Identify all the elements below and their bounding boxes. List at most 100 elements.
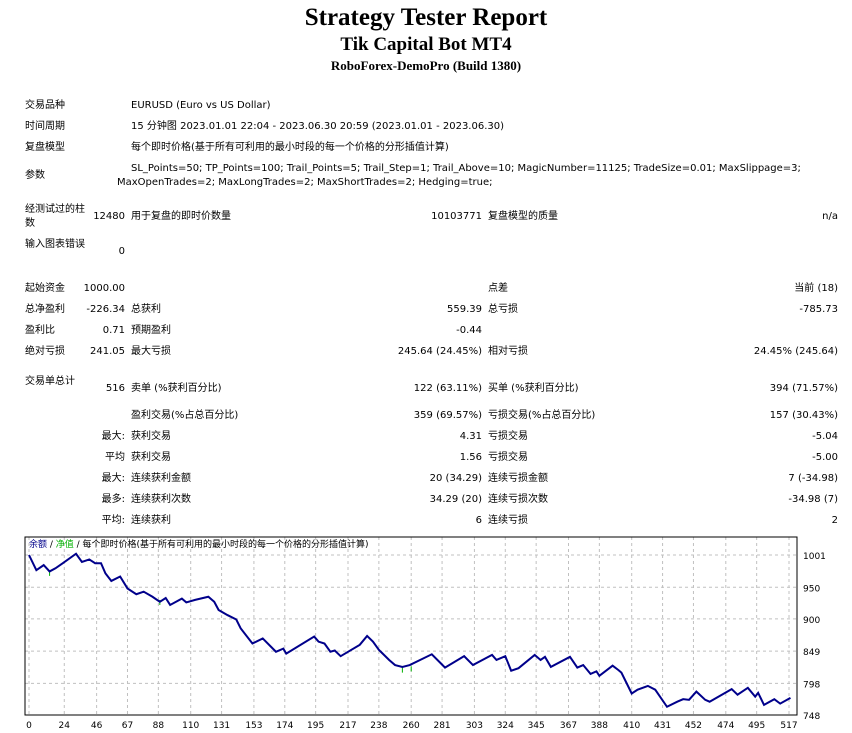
stats-value: 最大:: [101, 431, 125, 442]
stats-value: 359 (69.57%): [413, 410, 482, 421]
stats-value: 4.31: [459, 431, 482, 442]
stats-value: 0.71: [102, 325, 125, 336]
stats-value: -34.98 (7): [788, 494, 838, 505]
info-value: 15 分钟图 2023.01.01 22:04 - 2023.06.30 20:…: [131, 121, 505, 132]
stats-label: 总净盈利: [25, 304, 65, 315]
stats-value: 394 (71.57%): [769, 383, 838, 394]
x-tick-label: 324: [497, 721, 514, 731]
stats-value: 6: [475, 515, 482, 526]
stats-label: 连续获利次数: [131, 494, 191, 505]
stats-value: 34.29 (20): [429, 494, 482, 505]
stats-value: 平均: [105, 452, 125, 463]
stats-value: -0.44: [456, 325, 482, 336]
balance-chart: 0 24 46 67 88 110 131 153 174 195 217 238 260 281 303 3…: [24, 536, 826, 731]
x-tick-label: 367: [560, 721, 577, 731]
stats-value: 20 (34.29): [429, 473, 482, 484]
y-tick-label: 849: [803, 648, 820, 658]
info-label: 复盘模型: [25, 142, 65, 153]
stats-label: 用于复盘的即时价数量: [131, 211, 231, 222]
stats-label: 绝对亏损: [25, 346, 65, 357]
stats-row: 最大: 获利交易 4.31 亏损交易 -5.04: [0, 430, 852, 444]
stats-row: 盈利比 0.71 预期盈利 -0.44: [0, 324, 852, 338]
stats-value: 157 (30.43%): [769, 410, 838, 421]
info-label: 交易品种: [25, 100, 65, 111]
info-value-2: MaxOpenTrades=2; MaxLongTrades=2; MaxSho…: [117, 177, 493, 188]
x-tick-label: 174: [276, 721, 293, 731]
x-tick-label: 131: [213, 721, 230, 731]
info-label: 参数: [25, 170, 45, 181]
stats-value: -5.04: [812, 431, 838, 442]
stats-row: 平均 获利交易 1.56 亏损交易 -5.00: [0, 451, 852, 465]
x-tick-label: 281: [433, 721, 450, 731]
stats-label: 连续获利金额: [131, 473, 191, 484]
x-tick-label: 88: [153, 721, 165, 731]
stats-label: 总亏损: [488, 304, 518, 315]
x-tick-label: 260: [403, 721, 420, 731]
info-value: EURUSD (Euro vs US Dollar): [131, 100, 271, 111]
info-row-params: 参数 SL_Points=50; TP_Points=100; Trail_Po…: [0, 163, 852, 188]
stats-label: 经测试过的柱数: [25, 204, 85, 229]
x-tick-label: 495: [748, 721, 765, 731]
x-tick-label: 67: [122, 721, 133, 731]
stats-label: 亏损交易(%占总百分比): [488, 410, 596, 421]
stats-label: 相对亏损: [488, 346, 528, 357]
info-label: 时间周期: [25, 121, 65, 132]
stats-label: 点差: [488, 283, 508, 294]
x-tick-label: 217: [339, 721, 356, 731]
y-tick-label: 748: [803, 712, 820, 722]
stats-label: 预期盈利: [131, 325, 171, 336]
stats-label: 买单 (%获利百分比): [488, 383, 579, 394]
stats-label: 连续获利: [131, 515, 171, 526]
stats-value: 12480: [93, 211, 125, 222]
stats-value: 24.45% (245.64): [753, 346, 838, 357]
y-tick-label: 798: [803, 680, 820, 690]
stats-row: 总净盈利 -226.34 总获利 559.39 总亏损 -785.73: [0, 303, 852, 317]
stats-value: 559.39: [447, 304, 482, 315]
stats-value: 1000.00: [83, 283, 125, 294]
legend-separator: /: [50, 540, 56, 550]
x-tick-label: 388: [591, 721, 608, 731]
x-tick-label: 238: [370, 721, 387, 731]
report-title: Strategy Tester Report: [304, 4, 548, 31]
stats-label: 连续亏损次数: [488, 494, 548, 505]
x-tick-label: 46: [91, 721, 103, 731]
stats-label: 亏损交易: [488, 452, 528, 463]
stats-row: 经测试过的柱数 12480 用于复盘的即时价数量 10103771 复盘模型的质量 n/a: [0, 204, 852, 229]
stats-label: 获利交易: [131, 431, 171, 442]
stats-label: 交易单总计: [25, 376, 75, 387]
y-tick-label: 1001: [803, 552, 826, 562]
legend-description: / 每个即时价格(基于所有可利用的最小时段的每一个价格的分形插值计算): [77, 538, 369, 550]
info-value: 每个即时价格(基于所有可利用的最小时段的每一个价格的分形插值计算): [131, 142, 449, 153]
stats-label: 盈利交易(%占总百分比): [131, 410, 239, 421]
stats-value: 最多:: [101, 494, 125, 505]
stats-row: 平均: 连续获利 6 连续亏损 2: [0, 514, 852, 528]
stats-label: 输入图表错误: [25, 239, 85, 250]
stats-value: 1.56: [459, 452, 482, 463]
balance-line: [28, 552, 791, 709]
stats-row: 起始资金 1000.00 点差 当前 (18): [0, 282, 852, 296]
stats-row: 最多: 连续获利次数 34.29 (20) 连续亏损次数 -34.98 (7): [0, 493, 852, 507]
x-tick-label: 24: [59, 721, 71, 731]
info-row-period: 时间周期 15 分钟图 2023.01.01 22:04 - 2023.06.3…: [0, 120, 852, 134]
stats-value: 516: [105, 383, 125, 394]
stats-label: 获利交易: [131, 452, 171, 463]
x-tick-label: 0: [26, 721, 32, 731]
stats-row: 盈利交易(%占总百分比) 359 (69.57%) 亏损交易(%占总百分比) 157 …: [0, 409, 852, 423]
stats-label: 盈利比: [25, 325, 55, 336]
legend-balance: 余额: [29, 538, 50, 550]
stats-value: 245.64 (24.45%): [397, 346, 482, 357]
stats-row: 最大: 连续获利金额 20 (34.29) 连续亏损金额 7 (-34.98): [0, 472, 852, 486]
stats-row: 输入图表错误 0: [0, 239, 852, 259]
stats-value: 241.05: [90, 346, 125, 357]
stats-label: 起始资金: [25, 283, 65, 294]
stats-value: -785.73: [799, 304, 838, 315]
legend-equity: 净值: [56, 538, 77, 550]
x-tick-label: 110: [182, 721, 199, 731]
stats-value: 2: [831, 515, 838, 526]
x-tick-label: 153: [245, 721, 262, 731]
y-tick-label: 900: [803, 616, 820, 626]
stats-value: 最大:: [101, 473, 125, 484]
stats-label: 最大亏损: [131, 346, 171, 357]
stats-value: 122 (63.11%): [413, 383, 482, 394]
stats-label: 连续亏损金额: [488, 473, 548, 484]
